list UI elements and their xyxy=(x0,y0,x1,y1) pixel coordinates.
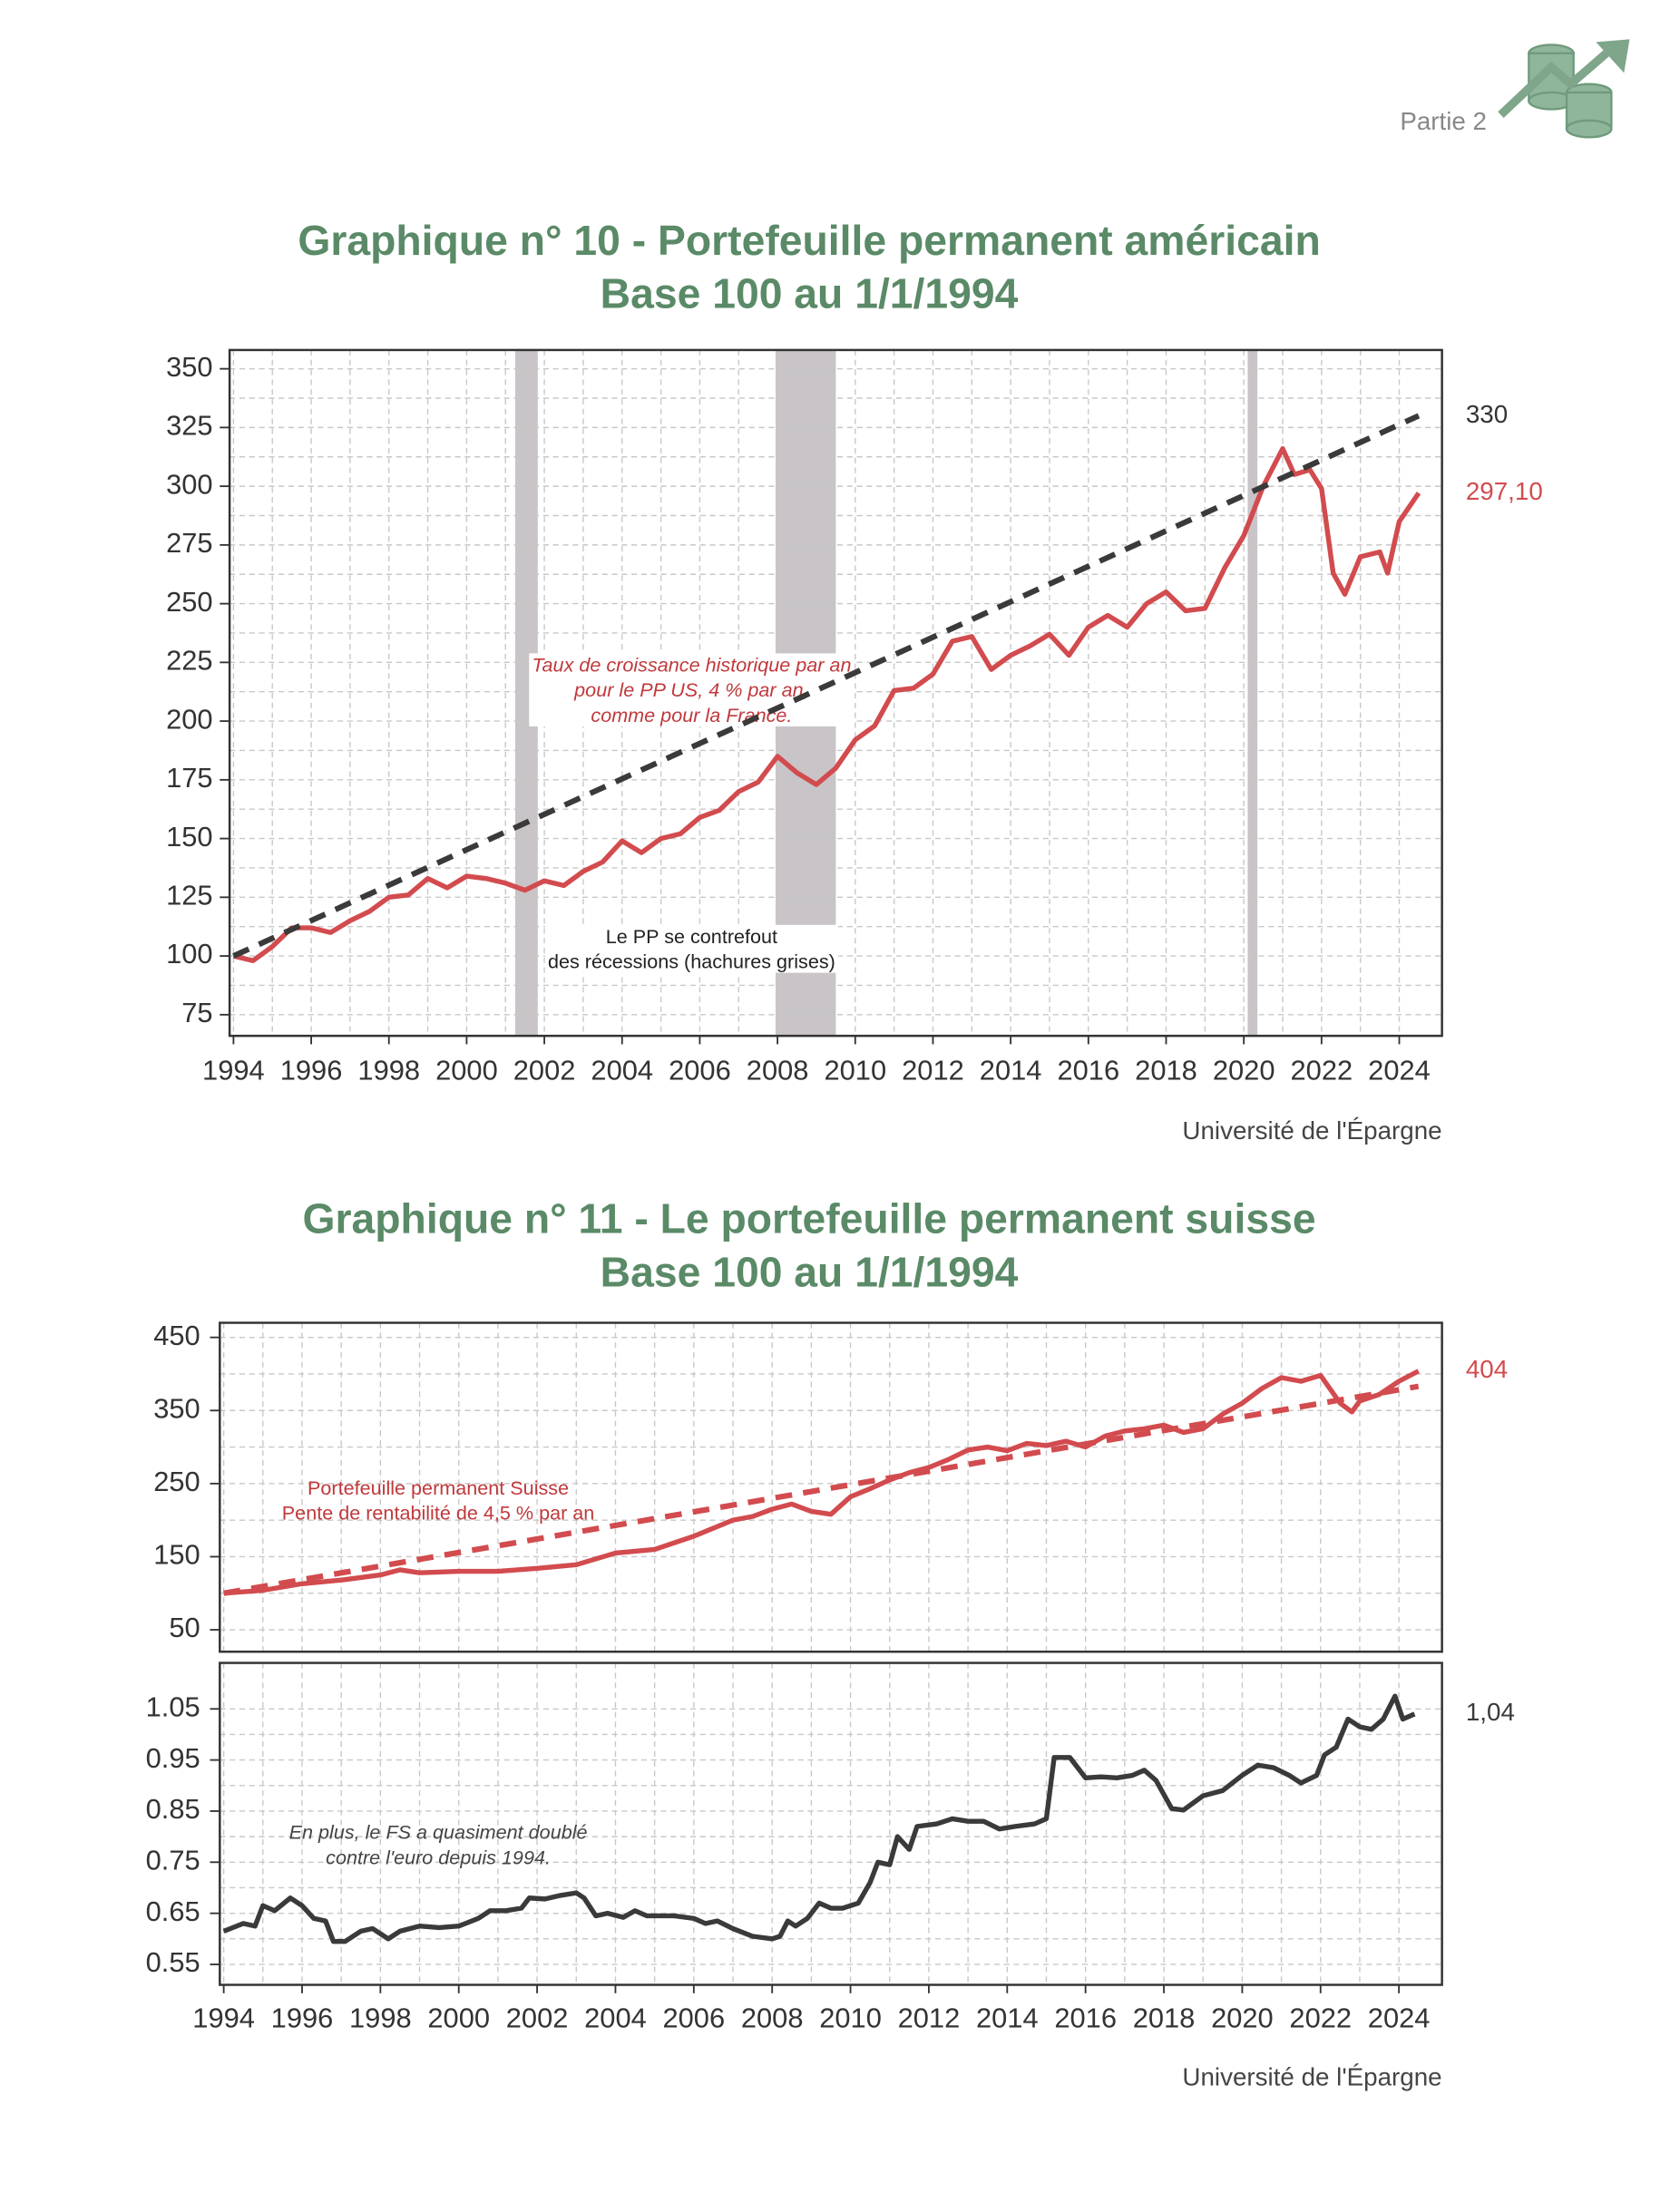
annotation-line: En plus, le FS a quasiment doublé xyxy=(289,1821,588,1844)
annotation-line: Le PP se contrefout xyxy=(606,925,777,948)
x-tick-label: 2000 xyxy=(435,1054,498,1086)
annotation-line: pour le PP US, 4 % par an, xyxy=(573,678,808,701)
annotation-line: Pente de rentabilité de 4,5 % par an xyxy=(282,1502,595,1525)
x-tick-label: 1994 xyxy=(192,2002,255,2033)
annotation-box xyxy=(544,924,838,973)
x-tick-label: 2010 xyxy=(819,2002,882,2033)
x-tick-label: 1994 xyxy=(202,1054,265,1086)
end-label: 404 xyxy=(1466,1355,1508,1383)
plot-frame xyxy=(228,348,1443,1038)
annotation-line: des récessions (hachures grises) xyxy=(548,950,835,973)
x-tick-label: 2004 xyxy=(584,2002,647,2033)
y-tick-label: 75 xyxy=(181,997,212,1028)
x-tick-label: 1996 xyxy=(280,1054,343,1086)
x-tick-label: 2008 xyxy=(747,1054,809,1086)
x-tick-label: 2012 xyxy=(898,2002,961,2033)
x-tick-label: 2024 xyxy=(1368,1054,1431,1086)
y-tick-label: 250 xyxy=(166,586,213,618)
annotation-line: Taux de croissance historique par an xyxy=(532,653,851,676)
y-tick-label: 275 xyxy=(166,527,213,559)
y-tick-label: 50 xyxy=(169,1612,200,1643)
series-line xyxy=(223,1383,1420,1596)
end-label: 330 xyxy=(1466,400,1508,428)
y-tick-label: 175 xyxy=(166,762,213,794)
y-tick-label: 350 xyxy=(166,351,213,383)
series-line xyxy=(222,1693,1416,1944)
x-tick-label: 2002 xyxy=(513,1054,576,1086)
x-tick-label: 2014 xyxy=(976,2002,1039,2033)
y-tick-label: 200 xyxy=(166,703,213,735)
x-tick-label: 2000 xyxy=(427,2002,490,2033)
y-tick-label: 0.95 xyxy=(146,1742,200,1774)
y-tick-label: 300 xyxy=(166,468,213,500)
x-tick-label: 1998 xyxy=(349,2002,412,2033)
x-tick-label: 2016 xyxy=(1054,2002,1117,2033)
chart-title: Base 100 au 1/1/1994 xyxy=(601,270,1019,317)
y-tick-label: 250 xyxy=(153,1466,200,1497)
chart-title: Graphique n° 11 - Le portefeuille perman… xyxy=(303,1195,1316,1242)
y-tick-label: 0.55 xyxy=(146,1946,200,1978)
y-tick-label: 150 xyxy=(166,821,213,853)
x-tick-label: 2018 xyxy=(1133,2002,1196,2033)
x-tick-label: 2006 xyxy=(669,1054,731,1086)
section-label: Partie 2 xyxy=(1400,107,1487,135)
chart-title: Graphique n° 10 - Portefeuille permanent… xyxy=(298,217,1320,264)
source: Université de l'Épargne xyxy=(1182,2062,1441,2090)
y-tick-label: 0.85 xyxy=(146,1793,200,1825)
x-tick-label: 2022 xyxy=(1291,1054,1353,1086)
x-tick-label: 1998 xyxy=(357,1054,420,1086)
y-tick-label: 450 xyxy=(153,1320,200,1351)
x-tick-label: 2018 xyxy=(1135,1054,1197,1086)
y-tick-label: 0.75 xyxy=(146,1844,200,1876)
plot-frame xyxy=(219,1661,1443,1986)
annotation: Taux de croissance historique par anpour… xyxy=(529,653,855,726)
y-tick-label: 150 xyxy=(153,1539,200,1571)
x-tick-label: 2008 xyxy=(741,2002,804,2033)
y-tick-label: 100 xyxy=(166,938,213,970)
x-tick-label: 1996 xyxy=(271,2002,334,2033)
series-line xyxy=(232,445,1421,963)
y-tick-label: 1.05 xyxy=(146,1691,200,1722)
x-tick-label: 2020 xyxy=(1211,2002,1274,2033)
header-icon xyxy=(1498,39,1630,139)
annotation: En plus, le FS a quasiment doublécontre … xyxy=(289,1821,588,1869)
annotation-line: Portefeuille permanent Suisse xyxy=(308,1476,569,1499)
series-line xyxy=(232,413,1421,959)
y-tick-label: 125 xyxy=(166,880,213,911)
annotation-line: contre l'euro depuis 1994. xyxy=(326,1846,551,1868)
x-tick-label: 2016 xyxy=(1057,1054,1119,1086)
y-tick-label: 350 xyxy=(153,1392,200,1424)
y-tick-label: 325 xyxy=(166,410,213,442)
x-tick-label: 2004 xyxy=(591,1054,653,1086)
end-label: 297,10 xyxy=(1466,477,1543,505)
plot-frame xyxy=(219,1321,1443,1653)
y-tick-label: 0.65 xyxy=(146,1895,200,1927)
end-label: 1,04 xyxy=(1466,1698,1515,1726)
x-tick-label: 2014 xyxy=(980,1054,1042,1086)
x-tick-label: 2012 xyxy=(902,1054,964,1086)
annotation-line: comme pour la France. xyxy=(591,704,792,726)
y-tick-label: 225 xyxy=(166,645,213,677)
x-tick-label: 2024 xyxy=(1368,2002,1431,2033)
x-tick-label: 2022 xyxy=(1289,2002,1352,2033)
annotation: Portefeuille permanent Suisse Pente de re… xyxy=(282,1476,595,1525)
x-tick-label: 2002 xyxy=(506,2002,569,2033)
x-tick-label: 2020 xyxy=(1213,1054,1275,1086)
source: Université de l'Épargne xyxy=(1182,1116,1441,1145)
series-line xyxy=(223,1369,1420,1596)
x-tick-label: 2010 xyxy=(824,1054,886,1086)
x-tick-label: 2006 xyxy=(662,2002,725,2033)
annotation-box xyxy=(529,653,855,726)
recession-band xyxy=(1247,349,1258,1037)
chart-title: Base 100 au 1/1/1994 xyxy=(601,1248,1019,1295)
